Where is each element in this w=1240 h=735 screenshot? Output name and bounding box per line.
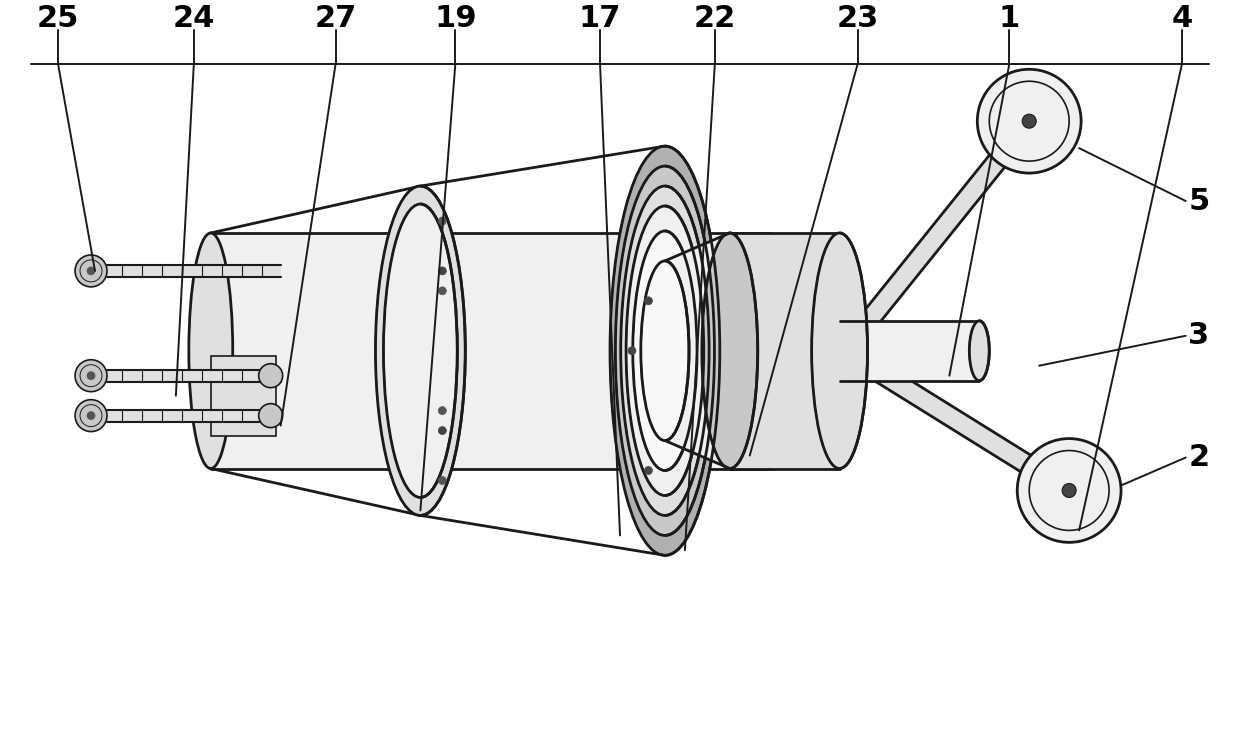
Text: 27: 27 xyxy=(315,4,357,33)
Circle shape xyxy=(259,364,283,387)
Text: 24: 24 xyxy=(172,4,215,33)
Circle shape xyxy=(259,404,283,428)
Circle shape xyxy=(439,476,446,484)
Text: 1: 1 xyxy=(998,4,1019,33)
Circle shape xyxy=(439,217,446,225)
Polygon shape xyxy=(211,356,275,436)
Ellipse shape xyxy=(383,204,458,498)
Circle shape xyxy=(645,467,652,475)
Circle shape xyxy=(1017,439,1121,542)
Ellipse shape xyxy=(702,233,758,468)
Ellipse shape xyxy=(970,320,990,381)
Ellipse shape xyxy=(641,261,689,440)
Text: 5: 5 xyxy=(1188,187,1209,215)
Circle shape xyxy=(977,69,1081,173)
Text: 23: 23 xyxy=(837,4,879,33)
Ellipse shape xyxy=(626,206,704,495)
Circle shape xyxy=(645,297,652,305)
Polygon shape xyxy=(211,233,770,468)
Ellipse shape xyxy=(376,186,465,515)
Circle shape xyxy=(1022,114,1037,128)
Circle shape xyxy=(627,347,636,355)
Circle shape xyxy=(439,287,446,295)
Text: 22: 22 xyxy=(693,4,737,33)
Circle shape xyxy=(87,412,95,420)
Ellipse shape xyxy=(632,231,697,470)
Text: 19: 19 xyxy=(434,4,476,33)
Ellipse shape xyxy=(615,166,714,535)
Circle shape xyxy=(439,406,446,415)
Polygon shape xyxy=(107,265,280,277)
Circle shape xyxy=(76,400,107,431)
Text: 25: 25 xyxy=(37,4,79,33)
Polygon shape xyxy=(839,320,980,381)
Circle shape xyxy=(837,344,852,358)
Circle shape xyxy=(839,406,849,415)
Circle shape xyxy=(87,372,95,380)
Ellipse shape xyxy=(812,233,868,468)
Text: 2: 2 xyxy=(1188,443,1209,472)
Polygon shape xyxy=(665,233,839,468)
Polygon shape xyxy=(730,233,839,468)
Text: 4: 4 xyxy=(1172,4,1193,33)
Polygon shape xyxy=(107,370,280,381)
Polygon shape xyxy=(107,409,280,422)
Circle shape xyxy=(87,267,95,275)
Circle shape xyxy=(76,359,107,392)
Text: 17: 17 xyxy=(579,4,621,33)
Circle shape xyxy=(76,255,107,287)
Circle shape xyxy=(1063,484,1076,498)
Circle shape xyxy=(439,267,446,275)
Text: 3: 3 xyxy=(1188,321,1209,351)
Circle shape xyxy=(439,426,446,434)
Ellipse shape xyxy=(610,146,719,556)
Ellipse shape xyxy=(621,186,709,515)
Ellipse shape xyxy=(188,233,233,468)
